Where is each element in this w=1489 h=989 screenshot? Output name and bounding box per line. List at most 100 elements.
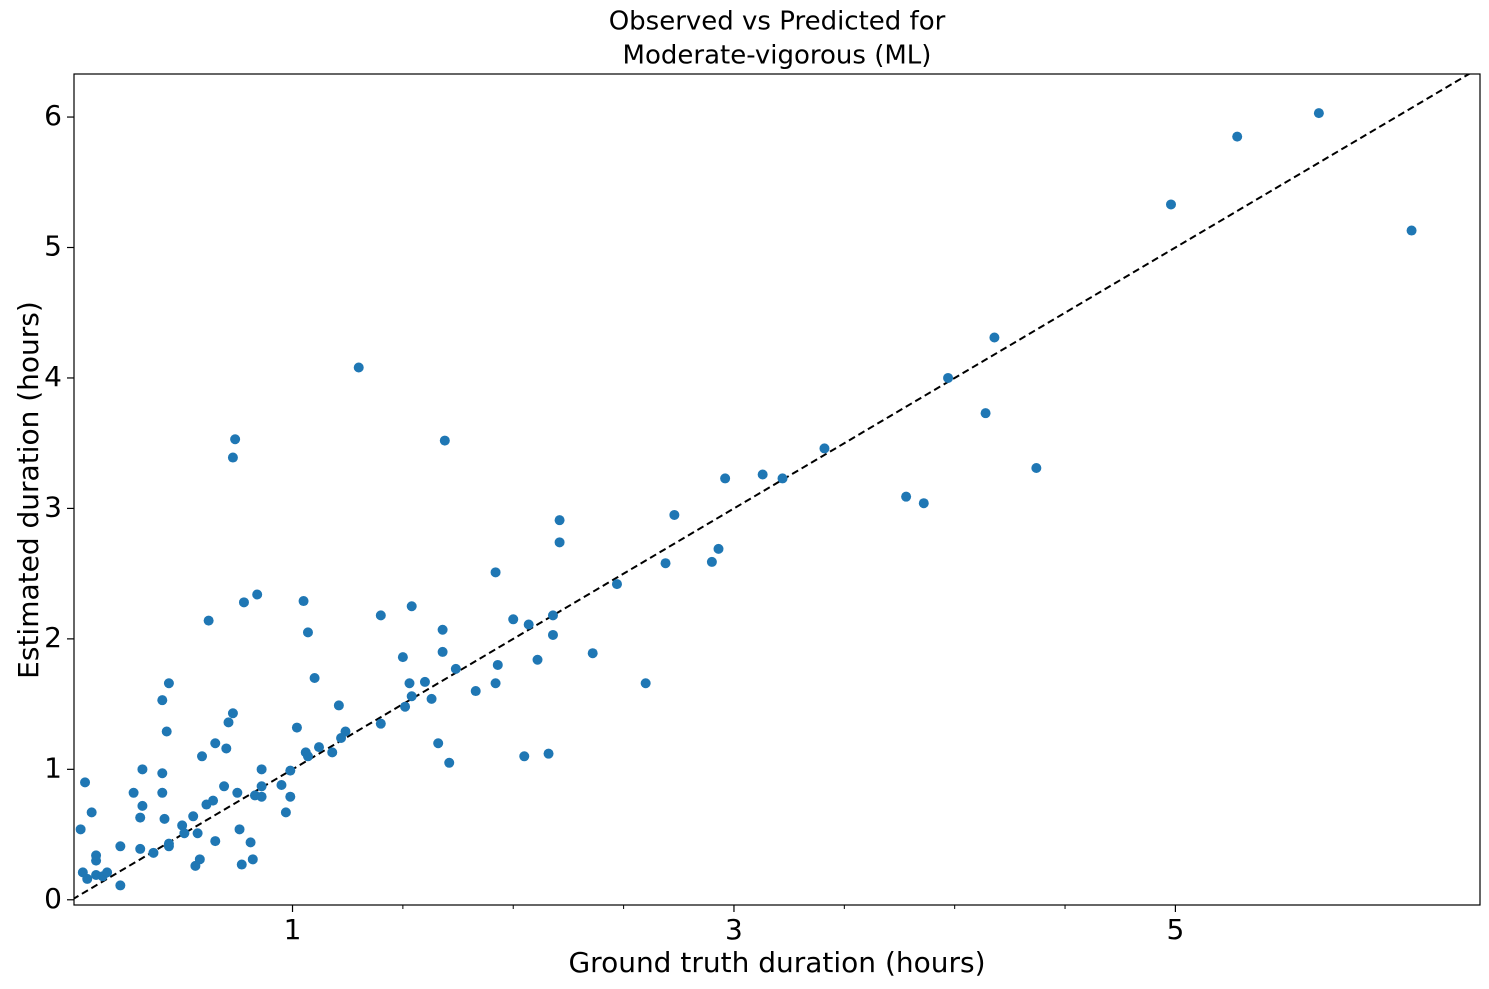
y-tick-label: 3 bbox=[44, 490, 62, 523]
point bbox=[210, 738, 221, 749]
point bbox=[256, 764, 267, 775]
point bbox=[163, 838, 174, 849]
point bbox=[157, 768, 168, 779]
point bbox=[148, 847, 159, 858]
point bbox=[523, 619, 534, 630]
point bbox=[757, 469, 768, 480]
point bbox=[137, 800, 148, 811]
point bbox=[340, 726, 351, 737]
point bbox=[179, 828, 190, 839]
x-tick-label: 5 bbox=[1166, 913, 1184, 946]
y-axis-title: Estimated duration (hours) bbox=[12, 301, 45, 679]
point bbox=[194, 854, 205, 865]
point bbox=[80, 777, 91, 788]
point bbox=[426, 693, 437, 704]
point bbox=[640, 678, 651, 689]
point bbox=[943, 372, 954, 383]
point bbox=[157, 695, 168, 706]
point bbox=[470, 686, 481, 697]
point bbox=[230, 434, 241, 445]
point bbox=[1313, 108, 1324, 119]
point bbox=[713, 543, 724, 554]
x-tick-label: 3 bbox=[725, 913, 743, 946]
point bbox=[188, 811, 199, 822]
point bbox=[400, 701, 411, 712]
point bbox=[406, 601, 417, 612]
point bbox=[532, 654, 543, 665]
plot-area bbox=[74, 74, 1471, 900]
point bbox=[135, 812, 146, 823]
point bbox=[291, 722, 302, 733]
point bbox=[375, 718, 386, 729]
point bbox=[91, 850, 102, 861]
point bbox=[918, 498, 929, 509]
point bbox=[720, 473, 731, 484]
point bbox=[197, 751, 208, 762]
y-tick-label: 6 bbox=[44, 99, 62, 132]
y-tick-label: 4 bbox=[44, 360, 62, 393]
point bbox=[333, 700, 344, 711]
point bbox=[611, 579, 622, 590]
point bbox=[706, 556, 717, 567]
point bbox=[397, 652, 408, 663]
point bbox=[406, 691, 417, 702]
point bbox=[86, 807, 97, 818]
point bbox=[285, 765, 296, 776]
point bbox=[247, 854, 258, 865]
point bbox=[587, 648, 598, 659]
point bbox=[252, 589, 263, 600]
chart-title: Moderate-vigorous (ML) bbox=[623, 41, 932, 71]
point bbox=[208, 795, 219, 806]
point bbox=[256, 791, 267, 802]
point bbox=[115, 880, 126, 891]
point bbox=[437, 646, 448, 657]
plot-frame bbox=[73, 73, 1481, 906]
point bbox=[128, 787, 139, 798]
point bbox=[490, 567, 501, 578]
point bbox=[490, 678, 501, 689]
y-tick-label: 0 bbox=[44, 882, 62, 915]
point bbox=[163, 678, 174, 689]
point bbox=[302, 627, 313, 638]
x-tick-label: 1 bbox=[284, 913, 302, 946]
point bbox=[238, 597, 249, 608]
point bbox=[115, 841, 126, 852]
point bbox=[554, 537, 565, 548]
point bbox=[437, 624, 448, 635]
point bbox=[157, 787, 168, 798]
point bbox=[276, 779, 287, 790]
point bbox=[1406, 225, 1417, 236]
point bbox=[989, 332, 1000, 343]
point bbox=[314, 742, 325, 753]
point bbox=[819, 443, 830, 454]
point bbox=[177, 820, 188, 831]
point bbox=[280, 807, 291, 818]
point bbox=[419, 676, 430, 687]
point bbox=[519, 751, 530, 762]
point bbox=[901, 491, 912, 502]
point bbox=[327, 747, 338, 758]
point bbox=[232, 787, 243, 798]
point bbox=[192, 828, 203, 839]
point bbox=[234, 824, 245, 835]
point bbox=[444, 757, 455, 768]
point bbox=[221, 743, 232, 754]
point bbox=[547, 610, 558, 621]
y-tick-label: 5 bbox=[44, 230, 62, 263]
point bbox=[660, 558, 671, 569]
point bbox=[353, 362, 364, 373]
point bbox=[298, 596, 309, 607]
point bbox=[159, 813, 170, 824]
x-axis-title: Ground truth duration (hours) bbox=[568, 946, 985, 979]
point bbox=[161, 726, 172, 737]
point bbox=[375, 610, 386, 621]
point bbox=[82, 873, 93, 884]
point bbox=[227, 452, 238, 463]
point bbox=[404, 678, 415, 689]
point bbox=[547, 629, 558, 640]
point bbox=[309, 673, 320, 684]
reference-line bbox=[74, 74, 1471, 900]
point bbox=[256, 781, 267, 792]
point bbox=[492, 659, 503, 670]
